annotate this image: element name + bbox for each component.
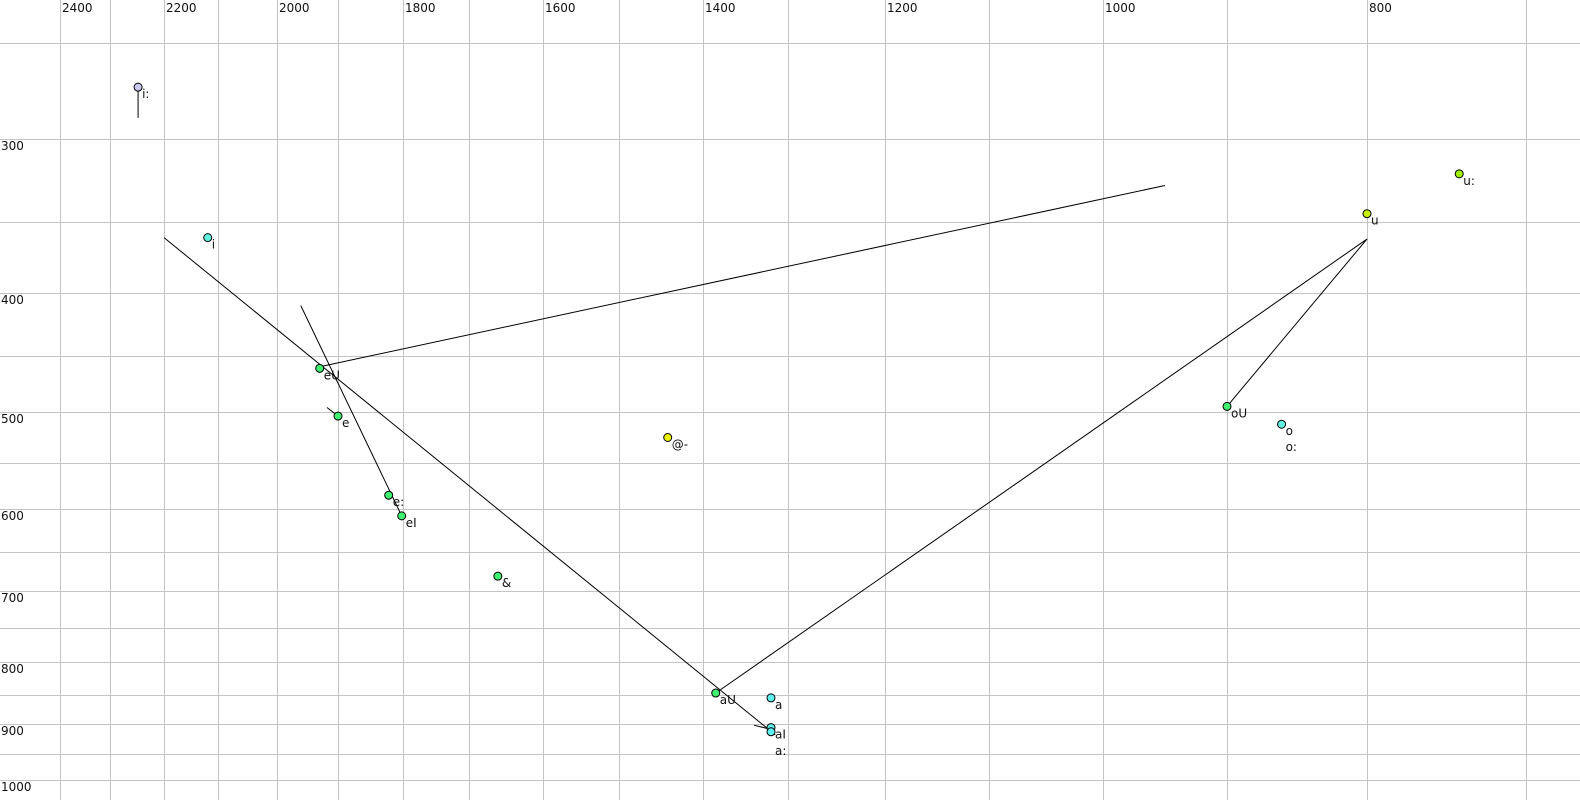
vowel-label: eI xyxy=(406,516,417,530)
vowel-point xyxy=(133,82,143,92)
vowel-label: a xyxy=(775,698,782,712)
formant-trajectory xyxy=(322,184,1166,367)
x-tick-label: 1200 xyxy=(887,1,918,15)
vowel-point xyxy=(493,571,503,581)
vowel-point xyxy=(203,233,213,243)
vowel-point xyxy=(397,511,407,521)
vowel-point xyxy=(766,693,776,703)
vowel-label: i xyxy=(212,238,215,252)
y-tick-label: 1000 xyxy=(1,780,32,794)
x-tick-label: 1000 xyxy=(1105,1,1136,15)
x-tick-label: 2400 xyxy=(62,1,93,15)
x-tick-label: 1600 xyxy=(545,1,576,15)
vowel-label: e xyxy=(342,416,349,430)
vowel-label: aU xyxy=(720,693,736,707)
formant-trajectory xyxy=(715,238,1368,694)
vowel-label: & xyxy=(502,576,511,590)
vowel-label: aI xyxy=(775,728,786,742)
y-tick-label: 500 xyxy=(1,412,24,426)
x-tick-label: 1800 xyxy=(405,1,436,15)
vowel-point xyxy=(1362,209,1372,219)
y-tick-label: 600 xyxy=(1,509,24,523)
x-tick-label: 2200 xyxy=(166,1,197,15)
axis-ticks: 2400 2200 2000 1800 1600 1400 1200 1000 800 300 40… xyxy=(1,1,1392,794)
y-tick-label: 800 xyxy=(1,662,24,676)
data-points: i: i eU e e:eI & @- aU a aI a: oU o o: u u: xyxy=(133,82,1475,758)
vowel-label: eU xyxy=(324,368,340,382)
y-tick-label: 300 xyxy=(1,139,24,153)
x-tick-label: 1400 xyxy=(705,1,736,15)
vowel-label: a: xyxy=(775,744,786,758)
vowel-point xyxy=(315,363,325,373)
formant-trajectory xyxy=(163,237,776,736)
x-tick-label: 2000 xyxy=(279,1,310,15)
vowel-point xyxy=(711,688,721,698)
y-tick-label: 700 xyxy=(1,591,24,605)
vowel-point xyxy=(1277,419,1287,429)
vowel-label: e: xyxy=(393,495,404,509)
vowel-label: o: xyxy=(1286,440,1297,454)
y-tick-label: 400 xyxy=(1,293,24,307)
vowel-point xyxy=(663,433,673,442)
vowel-label: u xyxy=(1371,214,1379,228)
formant-trajectory xyxy=(300,305,403,517)
vowel-label: o xyxy=(1286,424,1293,438)
formant-trajectory xyxy=(1226,238,1368,407)
vowel-label: u: xyxy=(1463,174,1475,188)
vowel-point xyxy=(1454,169,1464,179)
vowel-label: oU xyxy=(1231,406,1247,420)
vowel-label: @- xyxy=(672,438,688,452)
vowel-point xyxy=(766,727,776,737)
vowel-point xyxy=(1222,401,1232,411)
vowel-label: i: xyxy=(142,87,149,101)
vowel-point xyxy=(333,411,343,421)
vowel-point xyxy=(384,490,394,500)
x-tick-label: 800 xyxy=(1369,1,1392,15)
y-tick-label: 900 xyxy=(1,724,24,738)
trajectories xyxy=(137,87,1368,736)
